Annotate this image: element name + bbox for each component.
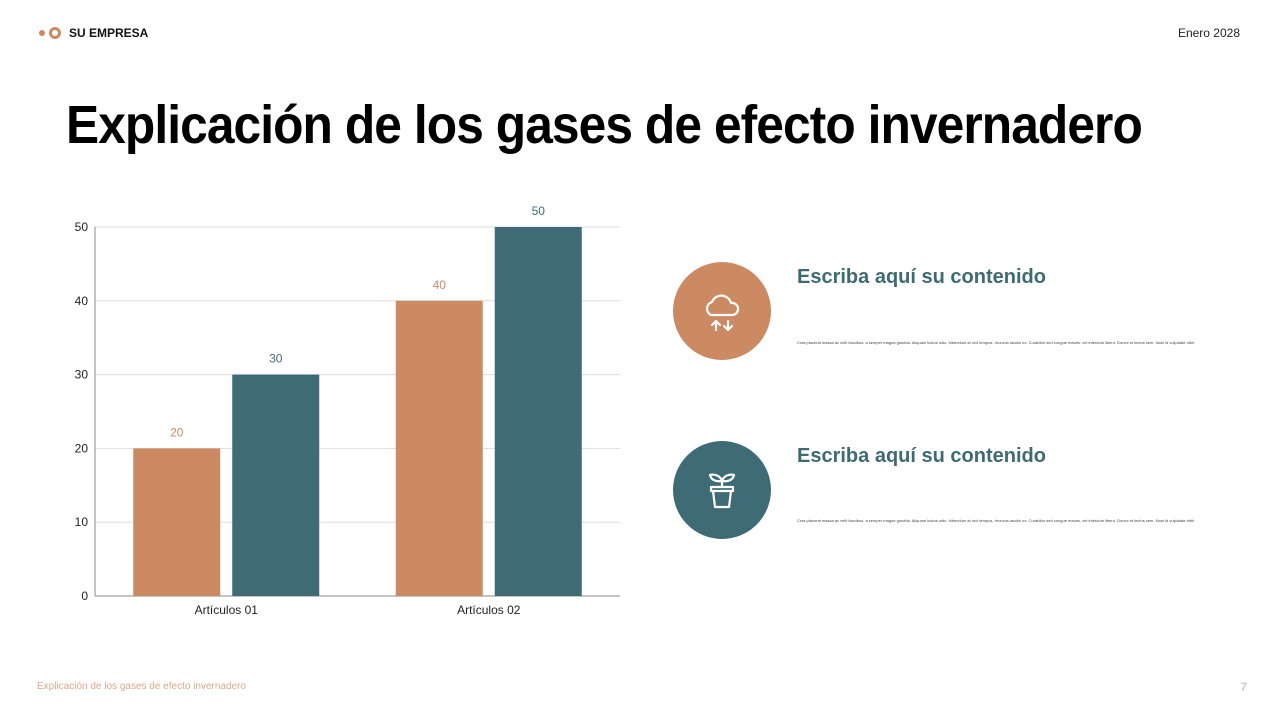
company-logo: SU EMPRESA xyxy=(39,26,148,40)
y-tick-label: 40 xyxy=(75,294,89,308)
bar xyxy=(232,374,320,596)
item-1-title: Escriba aquí su contenido xyxy=(797,266,1046,288)
data-label: 30 xyxy=(269,352,283,366)
x-tick-label: Artículos 02 xyxy=(457,603,521,617)
item-2-title: Escriba aquí su contenido xyxy=(797,445,1046,467)
logo-dot-icon xyxy=(39,30,45,36)
y-tick-label: 0 xyxy=(81,589,88,603)
data-label: 20 xyxy=(170,425,184,439)
bar xyxy=(133,448,221,596)
data-label: 40 xyxy=(433,278,447,292)
item-2-body: Cras placerat massa ac velit faucibus, a… xyxy=(797,518,1195,523)
date: Enero 2028 xyxy=(1177,26,1240,40)
bar-chart: 0 10 20 30 40 50 Artículos 01 20 30 Artículos 02 4… xyxy=(75,204,620,617)
bar xyxy=(494,227,582,596)
x-tick-label: Artículos 01 xyxy=(195,603,259,617)
data-label: 50 xyxy=(532,204,546,218)
bar xyxy=(395,300,483,596)
cloud-transfer-icon xyxy=(673,262,771,360)
y-tick-label: 10 xyxy=(75,515,89,529)
logo-ring-icon xyxy=(49,27,61,39)
footer-text: Explicación de los gases de efecto inver… xyxy=(37,681,247,692)
y-tick-label: 30 xyxy=(75,368,89,382)
page-number: 7 xyxy=(1240,680,1247,694)
plant-pot-icon xyxy=(673,441,771,539)
item-1-body: Cras placerat massa ac velit faucibus, a… xyxy=(797,340,1195,345)
y-tick-label: 50 xyxy=(75,220,89,234)
page-title: Explicación de los gases de efecto inver… xyxy=(66,95,1143,155)
logo-text: SU EMPRESA xyxy=(69,26,149,40)
y-tick-label: 20 xyxy=(75,441,89,455)
